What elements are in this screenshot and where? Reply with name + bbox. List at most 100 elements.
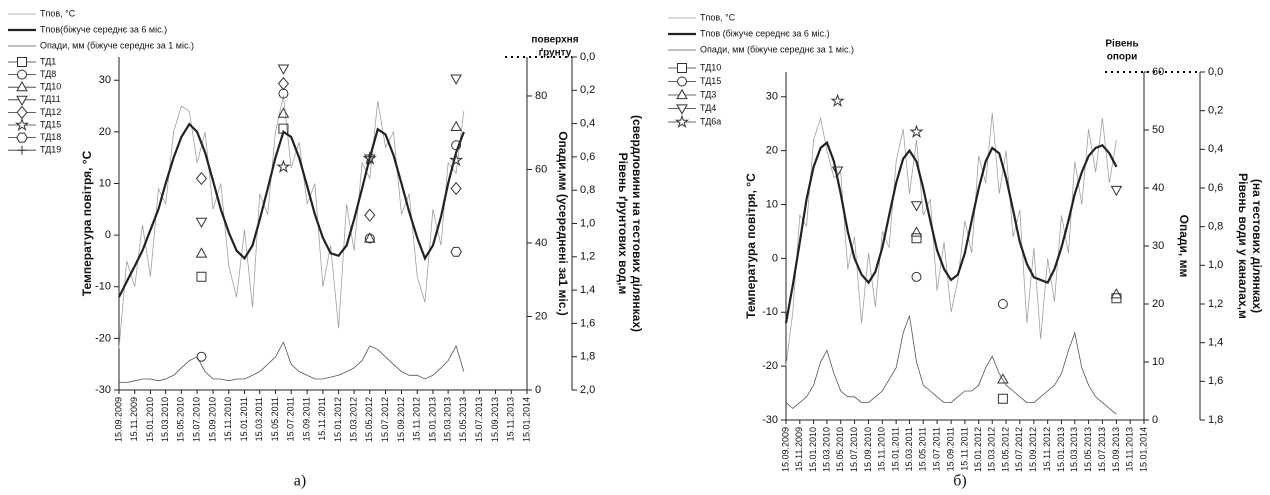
x-tick-label: 15.09.2011: [945, 427, 955, 471]
x-tick-label: 15.01.2012: [333, 397, 343, 442]
y-tick-label: 30: [766, 91, 778, 103]
y2-tick-label: 10: [1152, 356, 1164, 368]
y3-tick-label: 1,6: [1208, 375, 1223, 387]
legend-label: ТД1: [40, 56, 56, 66]
x-tick-label: 15.11.2010: [877, 427, 887, 471]
x-tick-label: 15.01.2014: [1138, 427, 1148, 472]
y3-tick-label: 0,2: [1208, 105, 1223, 117]
y3-tick-label: 0,2: [580, 84, 595, 96]
y2-tick-label: 60: [535, 163, 547, 175]
x-tick-label: 15.11.2013: [506, 397, 516, 441]
marker: [450, 120, 462, 132]
marker: [451, 140, 462, 151]
x-tick-label: 15.05.2013: [1083, 427, 1093, 472]
y3-axis-label: (на тестових ділянках): [1250, 179, 1264, 313]
y2-tick-label: 60: [1152, 66, 1164, 78]
x-tick-label: 15.11.2009: [129, 397, 139, 441]
x-tick-label: 15.01.2013: [1056, 427, 1066, 472]
y3-tick-label: 2,0: [580, 384, 595, 396]
y3-tick-label: 1,2: [1208, 298, 1223, 310]
y3-tick-label: 0,4: [1208, 143, 1223, 155]
y3-tick-label: 1,0: [1208, 259, 1223, 271]
legend-marker: [17, 145, 27, 155]
x-tick-label: 15.07.2010: [191, 397, 201, 442]
y3-tick-label: 0,6: [1208, 182, 1223, 194]
legend-label: Tпов, °C: [700, 12, 736, 22]
legend-label: Опади, мм (біжуче середнє за 1 міс.): [700, 44, 854, 54]
y-tick-label: -20: [95, 332, 111, 344]
marker: [195, 247, 208, 258]
legend-marker: [17, 69, 27, 80]
y2-tick-label: 0: [1152, 414, 1158, 426]
legend-label: ТД3: [700, 89, 716, 99]
legend-label: ТД12: [40, 107, 61, 117]
x-tick-label: 15.05.2010: [835, 427, 845, 472]
y3-tick-label: 1,2: [580, 251, 595, 263]
x-tick-label: 15.01.2012: [973, 427, 983, 472]
y3-tick-label: 1,4: [1208, 337, 1223, 349]
y3-tick-label: 0,8: [1208, 221, 1223, 233]
marker: [277, 107, 290, 118]
x-tick-label: 15.09.2009: [780, 427, 790, 472]
x-tick-label: 15.09.2010: [863, 427, 873, 472]
y-tick-label: 10: [766, 198, 778, 210]
series-line: [785, 112, 1117, 367]
x-tick-label: 15.01.2010: [145, 397, 155, 442]
y3-tick-label: 1,8: [1208, 414, 1223, 426]
marker: [997, 373, 1009, 384]
legend-marker: [677, 76, 687, 87]
x-tick-label: 15.03.2012: [348, 397, 358, 442]
x-tick-label: 15.07.2013: [474, 397, 484, 442]
marker: [276, 159, 291, 173]
x-tick-label: 15.05.2011: [270, 397, 280, 441]
y2-tick-label: 20: [535, 310, 547, 322]
x-tick-label: 15.11.2010: [223, 397, 233, 441]
marker: [195, 217, 208, 229]
y-tick-label: 30: [99, 74, 111, 86]
x-tick-label: 15.09.2012: [1028, 427, 1038, 472]
x-tick-label: 15.01.2011: [891, 427, 901, 471]
y3-tick-label: 0,8: [580, 184, 595, 196]
y3-tick-label: 1,6: [580, 317, 595, 329]
y3-tick-label: 0,4: [580, 118, 595, 130]
x-tick-label: 15.11.2012: [412, 397, 422, 441]
marker: [910, 226, 923, 237]
legend-label: ТД4: [700, 103, 716, 113]
y2-axis-label: Опади, мм: [1177, 215, 1191, 278]
marker: [997, 393, 1008, 404]
legend-label: ТД19: [40, 145, 61, 155]
x-tick-label: 15.07.2011: [931, 427, 941, 471]
legend-marker: [674, 114, 690, 129]
legend-marker: [676, 104, 688, 115]
x-tick-label: 15.07.2013: [1097, 427, 1107, 472]
x-tick-label: 15.11.2011: [317, 397, 327, 441]
marker: [364, 208, 376, 222]
y-tick-label: -10: [95, 281, 111, 293]
x-tick-label: 15.07.2012: [380, 397, 390, 442]
x-tick-label: 15.09.2013: [490, 397, 500, 442]
x-tick-label: 15.07.2011: [286, 397, 296, 441]
marker: [195, 171, 208, 186]
marker: [1111, 293, 1122, 304]
legend-label: Tпов (біжуче середнє за 6 міс.): [700, 28, 830, 38]
y-tick-label: 0: [105, 229, 111, 241]
legend-marker: [16, 132, 28, 143]
legend-marker: [16, 81, 28, 92]
marker: [997, 299, 1008, 309]
y3-tick-label: 0,0: [580, 51, 595, 63]
legend-marker: [14, 117, 30, 132]
legend-marker: [677, 63, 687, 73]
legend-label: ТД10: [40, 82, 61, 92]
y-axis-label: Температура повітря, °C: [80, 150, 94, 296]
legend-label: Tпов, °C: [40, 8, 76, 18]
series-line: [784, 140, 1118, 324]
y3-tick-label: 0,0: [1208, 66, 1223, 78]
legend-label: ТД15: [40, 119, 61, 129]
x-tick-label: 15.11.2012: [1042, 427, 1052, 471]
y2-tick-label: 80: [535, 90, 547, 102]
y3-axis-label: Рівень води у каналах,м: [1236, 173, 1250, 319]
marker: [277, 64, 290, 75]
x-tick-label: 15.09.2013: [1111, 427, 1121, 472]
series-line: [118, 122, 465, 298]
y-tick-label: -10: [762, 306, 778, 318]
